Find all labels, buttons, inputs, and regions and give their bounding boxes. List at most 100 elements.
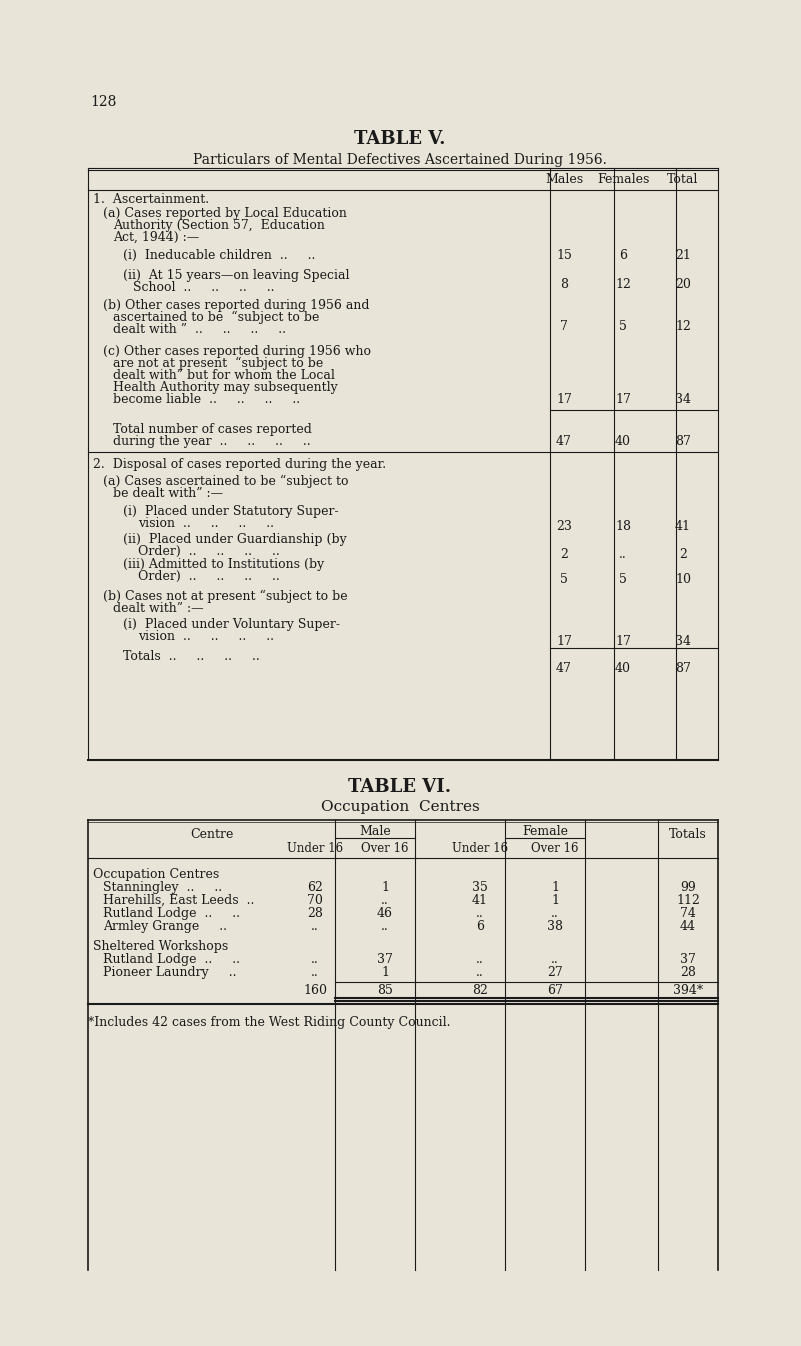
Text: 128: 128 xyxy=(90,96,116,109)
Text: 40: 40 xyxy=(615,662,631,674)
Text: (b) Other cases reported during 1956 and: (b) Other cases reported during 1956 and xyxy=(103,299,369,312)
Text: Male: Male xyxy=(359,825,391,839)
Text: 23: 23 xyxy=(556,520,572,533)
Text: Occupation  Centres: Occupation Centres xyxy=(320,800,479,814)
Text: are not at present  “subject to be: are not at present “subject to be xyxy=(113,357,324,370)
Text: 28: 28 xyxy=(307,907,323,921)
Text: 70: 70 xyxy=(307,894,323,907)
Text: 20: 20 xyxy=(675,279,691,291)
Text: 17: 17 xyxy=(556,393,572,406)
Text: 28: 28 xyxy=(680,966,696,979)
Text: 74: 74 xyxy=(680,907,696,921)
Text: 1: 1 xyxy=(381,882,389,894)
Text: Authority (Section 57,  Education: Authority (Section 57, Education xyxy=(113,219,325,232)
Text: 47: 47 xyxy=(556,435,572,448)
Text: vision  ..     ..     ..     ..: vision .. .. .. .. xyxy=(138,630,274,643)
Text: vision  ..     ..     ..     ..: vision .. .. .. .. xyxy=(138,517,274,530)
Text: 87: 87 xyxy=(675,662,691,674)
Text: (a) Cases ascertained to be “subject to: (a) Cases ascertained to be “subject to xyxy=(103,475,348,489)
Text: 37: 37 xyxy=(377,953,393,966)
Text: Armley Grange     ..: Armley Grange .. xyxy=(103,921,227,933)
Text: 112: 112 xyxy=(676,894,700,907)
Text: Males: Males xyxy=(545,174,583,186)
Text: (ii)  At 15 years—on leaving Special: (ii) At 15 years—on leaving Special xyxy=(123,269,349,283)
Text: *Includes 42 cases from the West Riding County Council.: *Includes 42 cases from the West Riding … xyxy=(88,1016,450,1028)
Text: (iii) Admitted to Institutions (by: (iii) Admitted to Institutions (by xyxy=(123,559,324,571)
Text: Pioneer Laundry     ..: Pioneer Laundry .. xyxy=(103,966,236,979)
Text: Females: Females xyxy=(597,174,649,186)
Text: 38: 38 xyxy=(547,921,563,933)
Text: 87: 87 xyxy=(675,435,691,448)
Text: dealt with” but for whom the Local: dealt with” but for whom the Local xyxy=(113,369,335,382)
Text: ..: .. xyxy=(551,907,559,921)
Text: ..: .. xyxy=(619,548,627,561)
Text: 82: 82 xyxy=(472,984,488,997)
Text: 160: 160 xyxy=(303,984,327,997)
Text: 12: 12 xyxy=(615,279,631,291)
Text: ..: .. xyxy=(476,953,484,966)
Text: Harehills, East Leeds  ..: Harehills, East Leeds .. xyxy=(103,894,255,907)
Text: 46: 46 xyxy=(377,907,393,921)
Text: Health Authority may subsequently: Health Authority may subsequently xyxy=(113,381,338,394)
Text: ascertained to be  “subject to be: ascertained to be “subject to be xyxy=(113,311,320,324)
Text: ..: .. xyxy=(311,953,319,966)
Text: 10: 10 xyxy=(675,573,691,586)
Text: 47: 47 xyxy=(556,662,572,674)
Text: 5: 5 xyxy=(619,320,627,332)
Text: (c) Other cases reported during 1956 who: (c) Other cases reported during 1956 who xyxy=(103,345,371,358)
Text: 17: 17 xyxy=(615,635,631,647)
Text: 99: 99 xyxy=(680,882,696,894)
Text: 1: 1 xyxy=(551,894,559,907)
Text: Total: Total xyxy=(667,174,698,186)
Text: School  ..     ..     ..     ..: School .. .. .. .. xyxy=(133,281,275,293)
Text: ..: .. xyxy=(381,894,388,907)
Text: 1.  Ascertainment.: 1. Ascertainment. xyxy=(93,192,209,206)
Text: Rutland Lodge  ..     ..: Rutland Lodge .. .. xyxy=(103,953,240,966)
Text: 85: 85 xyxy=(377,984,393,997)
Text: Totals  ..     ..     ..     ..: Totals .. .. .. .. xyxy=(123,650,260,664)
Text: Total number of cases reported: Total number of cases reported xyxy=(113,423,312,436)
Text: 44: 44 xyxy=(680,921,696,933)
Text: Order)  ..     ..     ..     ..: Order) .. .. .. .. xyxy=(138,569,280,583)
Text: (a) Cases reported by Local Education: (a) Cases reported by Local Education xyxy=(103,207,347,219)
Text: dealt with ”  ..     ..     ..     ..: dealt with ” .. .. .. .. xyxy=(113,323,286,336)
Text: Female: Female xyxy=(522,825,568,839)
Text: TABLE V.: TABLE V. xyxy=(354,131,445,148)
Text: (i)  Ineducable children  ..     ..: (i) Ineducable children .. .. xyxy=(123,249,316,262)
Text: 17: 17 xyxy=(556,635,572,647)
Text: Stanningley  ..     ..: Stanningley .. .. xyxy=(103,882,222,894)
Text: Sheltered Workshops: Sheltered Workshops xyxy=(93,940,228,953)
Text: ..: .. xyxy=(551,953,559,966)
Text: 1: 1 xyxy=(551,882,559,894)
Text: 41: 41 xyxy=(472,894,488,907)
Text: ..: .. xyxy=(311,921,319,933)
Text: 34: 34 xyxy=(675,393,691,406)
Text: 15: 15 xyxy=(556,249,572,262)
Text: 1: 1 xyxy=(381,966,389,979)
Text: Under 16: Under 16 xyxy=(452,843,508,855)
Text: 5: 5 xyxy=(560,573,568,586)
Text: Totals: Totals xyxy=(669,828,706,841)
Text: be dealt with” :—: be dealt with” :— xyxy=(113,487,223,499)
Text: 6: 6 xyxy=(619,249,627,262)
Text: ..: .. xyxy=(381,921,388,933)
Text: 5: 5 xyxy=(619,573,627,586)
Text: 21: 21 xyxy=(675,249,691,262)
Text: 394*: 394* xyxy=(673,984,703,997)
Text: (i)  Placed under Statutory Super-: (i) Placed under Statutory Super- xyxy=(123,505,339,518)
Text: 2: 2 xyxy=(679,548,687,561)
Text: 6: 6 xyxy=(476,921,484,933)
Text: ..: .. xyxy=(476,966,484,979)
Text: TABLE VI.: TABLE VI. xyxy=(348,778,452,795)
Text: 17: 17 xyxy=(615,393,631,406)
Text: 2.  Disposal of cases reported during the year.: 2. Disposal of cases reported during the… xyxy=(93,458,386,471)
Text: during the year  ..     ..     ..     ..: during the year .. .. .. .. xyxy=(113,435,311,448)
Text: dealt with” :—: dealt with” :— xyxy=(113,602,203,615)
Text: 7: 7 xyxy=(560,320,568,332)
Text: Over 16: Over 16 xyxy=(361,843,409,855)
Text: Rutland Lodge  ..     ..: Rutland Lodge .. .. xyxy=(103,907,240,921)
Text: Under 16: Under 16 xyxy=(287,843,343,855)
Text: 18: 18 xyxy=(615,520,631,533)
Text: 8: 8 xyxy=(560,279,568,291)
Text: 62: 62 xyxy=(307,882,323,894)
